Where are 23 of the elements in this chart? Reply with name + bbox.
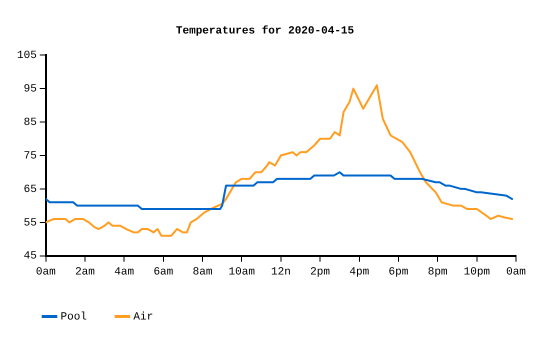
x-tick-label: 0am xyxy=(506,266,526,278)
y-tick-label: 85 xyxy=(24,116,37,129)
x-tick-label: 4am xyxy=(114,266,134,278)
x-tick-label: 0am xyxy=(36,266,56,278)
x-tick-label: 10am xyxy=(228,266,256,278)
y-tick-label: 65 xyxy=(24,184,37,196)
y-tick-label: 55 xyxy=(24,217,37,230)
x-tick-label: 8pm xyxy=(428,266,448,278)
x-tick-label: 6am xyxy=(153,266,174,278)
y-tick-label: 45 xyxy=(24,250,37,263)
x-tick-label: 8am xyxy=(192,266,213,278)
legend-label: Air xyxy=(133,311,154,324)
chart-title: Temperatures for 2020-04-15 xyxy=(176,24,355,38)
legend-label: Pool xyxy=(60,311,87,324)
y-tick-label: 105 xyxy=(16,50,37,62)
y-tick-label: 95 xyxy=(24,84,37,96)
x-tick-label: 12n xyxy=(270,266,291,278)
x-tick-label: 2am xyxy=(75,266,96,278)
x-tick-label: 10pm xyxy=(464,266,490,278)
x-tick-label: 4pm xyxy=(349,266,370,278)
y-tick-label: 75 xyxy=(24,150,37,162)
x-tick-label: 2pm xyxy=(310,266,330,278)
x-tick-label: 6pm xyxy=(388,266,409,278)
